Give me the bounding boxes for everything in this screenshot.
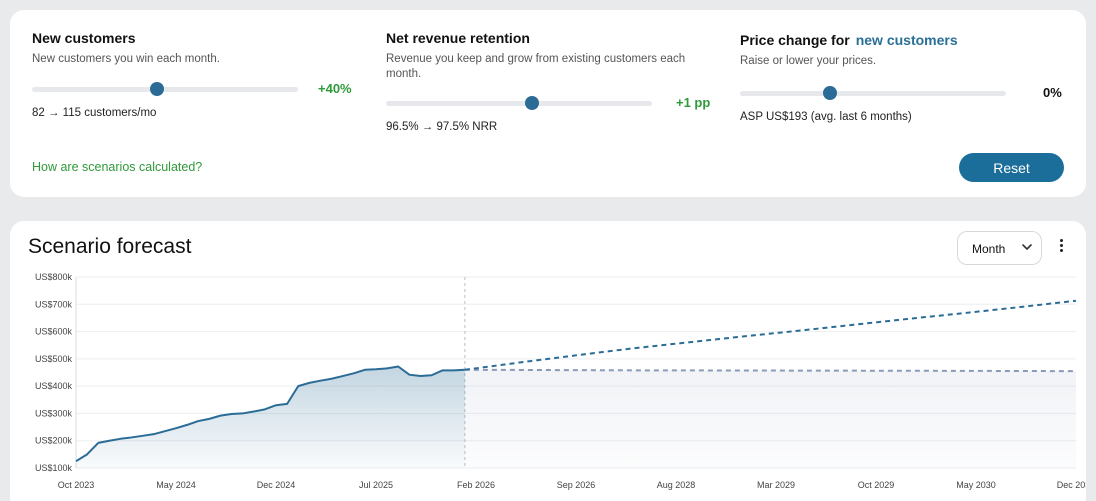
new-customers-control: New customers New customers you win each… xyxy=(32,30,352,67)
reset-button[interactable]: Reset xyxy=(959,153,1064,182)
x-tick-label: Aug 2028 xyxy=(657,480,696,490)
y-tick-label: US$200k xyxy=(35,436,73,446)
x-tick-label: Oct 2023 xyxy=(58,480,95,490)
price-segment-link[interactable]: new customers xyxy=(855,32,958,48)
y-tick-label: US$100k xyxy=(35,463,73,473)
x-tick-label: May 2024 xyxy=(156,480,196,490)
new-customers-delta: +40% xyxy=(318,81,352,96)
x-tick-label: Oct 2029 xyxy=(858,480,895,490)
y-tick-label: US$600k xyxy=(35,327,73,337)
more-options-icon[interactable] xyxy=(1053,237,1069,259)
chevron-down-icon xyxy=(1022,244,1032,250)
scenario-controls-card: New customers New customers you win each… xyxy=(10,10,1086,197)
new-customers-title: New customers xyxy=(32,30,136,46)
nrr-note: 96.5% → 97.5% NRR xyxy=(386,121,498,133)
nrr-description: Revenue you keep and grow from existing … xyxy=(386,53,686,80)
period-select-value: Month xyxy=(972,242,1006,256)
chart-series xyxy=(75,277,1077,468)
actual-area xyxy=(76,366,465,468)
price-title: Price change for new customers xyxy=(740,32,1070,48)
scenario-help-link[interactable]: How are scenarios calculated? xyxy=(32,160,203,174)
forecast-region xyxy=(464,369,1076,468)
x-tick-label: Dec 2024 xyxy=(257,480,296,490)
x-tick-label: Jul 2025 xyxy=(359,480,393,490)
new-customers-description: New customers you win each month. xyxy=(32,53,220,65)
y-tick-label: US$700k xyxy=(35,299,73,309)
period-select[interactable]: Month xyxy=(957,231,1042,265)
price-note: ASP US$193 (avg. last 6 months) xyxy=(740,111,912,123)
nrr-slider-thumb[interactable] xyxy=(525,96,540,110)
scenario-forecast-line xyxy=(464,299,1077,371)
nrr-delta: +1 pp xyxy=(676,95,711,110)
x-tick-label: Feb 2026 xyxy=(457,480,495,490)
y-tick-label: US$300k xyxy=(35,408,73,418)
new-customers-slider-track[interactable] xyxy=(32,82,298,96)
nrr-slider-track[interactable] xyxy=(386,96,652,110)
forecast-title: Scenario forecast xyxy=(28,235,192,258)
y-tick-label: US$400k xyxy=(35,381,73,391)
new-customers-note: 82 → 115 customers/mo xyxy=(32,107,157,119)
x-tick-label: Sep 2026 xyxy=(557,480,596,490)
forecast-chart: US$100k US$200k US$300k US$400k US$500k US$60… xyxy=(35,272,1086,490)
y-tick-label: US$800k xyxy=(35,272,73,282)
x-tick-label: May 2030 xyxy=(956,480,996,490)
x-axis: Oct 2023 May 2024 Dec 2024 Jul 2025 Feb 2026… xyxy=(58,480,1086,490)
y-tick-label: US$500k xyxy=(35,354,73,364)
price-title-text: Price change for xyxy=(740,32,850,48)
x-tick-label: Dec 2030 xyxy=(1057,480,1086,490)
x-tick-label: Mar 2029 xyxy=(757,480,795,490)
y-axis: US$100k US$200k US$300k US$400k US$500k US$60… xyxy=(35,272,77,473)
nrr-control: Net revenue retention Revenue you keep a… xyxy=(386,30,706,82)
forecast-card: Scenario forecast Month US$100k US$200k US… xyxy=(10,221,1086,501)
price-description: Raise or lower your prices. xyxy=(740,55,877,67)
price-control: Price change for new customers Raise or l… xyxy=(740,32,1070,69)
new-customers-slider-thumb[interactable] xyxy=(150,82,165,96)
baseline-forecast-line xyxy=(464,368,1077,373)
price-slider-track[interactable] xyxy=(740,86,1006,100)
price-slider-thumb[interactable] xyxy=(823,86,838,100)
nrr-title: Net revenue retention xyxy=(386,30,530,46)
actual-line xyxy=(75,365,465,463)
price-delta: 0% xyxy=(1043,85,1062,100)
